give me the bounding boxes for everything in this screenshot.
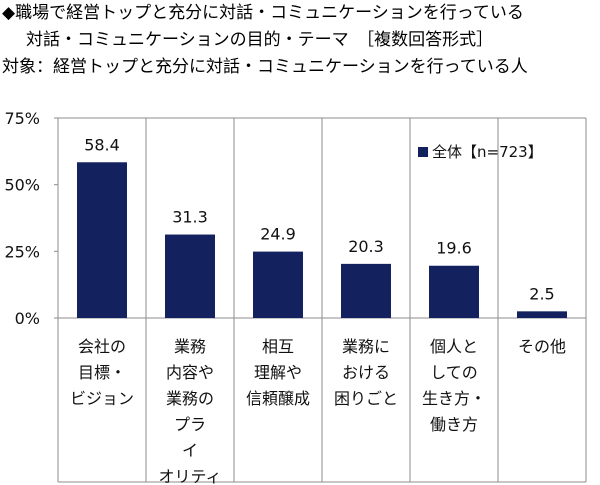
data-label: 20.3: [348, 237, 384, 256]
chart-subject-line: 対象：経営トップと充分に対話・コミュニケーションを行っている人: [2, 57, 528, 77]
data-label: 31.3: [172, 208, 208, 227]
category-label: 業務: [174, 337, 206, 356]
legend-label: 全体【n=723】: [432, 143, 543, 161]
bar: [253, 251, 303, 318]
category-label: 個人と: [430, 337, 478, 356]
y-tick-label: 0%: [15, 309, 40, 328]
y-tick-label: 75%: [4, 109, 40, 128]
category-label: 働き方: [430, 415, 478, 434]
category-label: 内容や: [166, 363, 214, 382]
data-label: 19.6: [436, 239, 472, 258]
data-label: 2.5: [529, 284, 554, 303]
category-label: 目標・: [78, 363, 126, 382]
chart-title-line-2: 対話・コミュニケーションの目的・テーマ ［複数回答形式］: [26, 30, 494, 50]
category-label: 信頼醸成: [246, 389, 310, 408]
category-label: 理解や: [254, 363, 302, 382]
chart-title-line-1: ◆職場で経営トップと充分に対話・コミュニケーションを行っている: [2, 3, 524, 23]
category-label: しての: [430, 363, 478, 382]
category-label: 生き方・: [422, 389, 486, 408]
bar: [165, 234, 215, 318]
category-label: 相互: [262, 337, 294, 356]
category-label: 会社の: [78, 337, 126, 356]
category-label: イ: [182, 441, 198, 460]
data-label: 58.4: [84, 135, 120, 154]
y-tick-label: 50%: [4, 176, 40, 195]
legend-swatch: [418, 147, 428, 157]
category-label: 困りごと: [334, 389, 398, 408]
category-label: オリティ: [158, 467, 221, 485]
category-label: 業務に: [342, 337, 390, 356]
bar: [341, 263, 391, 318]
bar: [429, 265, 479, 318]
bar: [517, 311, 567, 318]
bar: [77, 162, 127, 318]
data-label: 24.9: [260, 225, 296, 244]
category-label: ビジョン: [70, 389, 134, 408]
category-label: その他: [518, 337, 566, 356]
category-label: プラ: [174, 415, 206, 434]
category-label: 業務の: [166, 389, 214, 408]
category-label: おける: [342, 363, 390, 382]
y-tick-label: 25%: [4, 242, 40, 261]
